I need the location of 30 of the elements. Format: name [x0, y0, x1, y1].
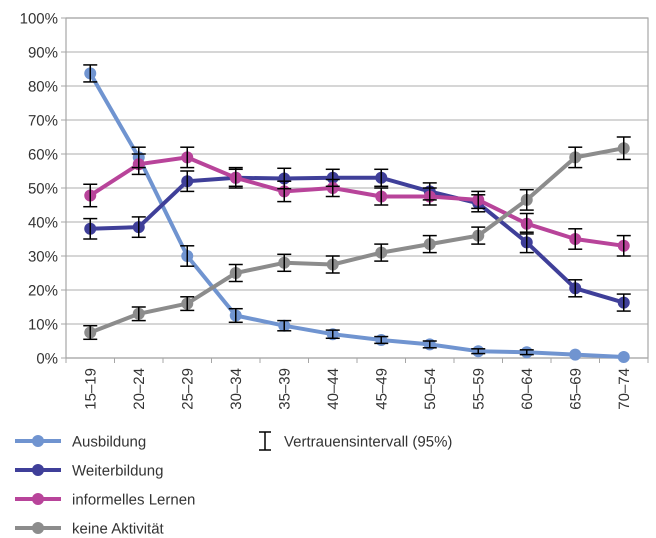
y-tick-label: 30%	[28, 248, 58, 266]
point	[569, 348, 582, 361]
y-tick-label: 80%	[28, 78, 58, 96]
x-tick-label: 65–69	[567, 368, 584, 410]
x-tick-label: 30–34	[228, 368, 245, 410]
x-tick-label: 40–44	[324, 368, 342, 410]
x-tick-label: 70–74	[616, 368, 633, 410]
y-tick-label: 10%	[28, 316, 58, 334]
x-tick-label: 15–19	[82, 368, 100, 410]
legend-label: Weiterbildung	[72, 462, 164, 480]
x-tick-label: 35–39	[276, 368, 294, 410]
x-tick-label: 55–59	[470, 368, 488, 410]
legend-label: informelles Lernen	[72, 491, 196, 508]
y-tick-label: 0%	[36, 350, 58, 368]
y-tick-label: 70%	[28, 112, 58, 130]
x-tick-label: 25–29	[179, 368, 196, 410]
y-tick-label: 90%	[28, 44, 58, 62]
text: Vertrauensintervall (95%)	[284, 433, 452, 450]
legend-label: Ausbildung	[72, 433, 146, 450]
x-tick-label: 45–49	[373, 368, 390, 410]
x-tick-label: 60–64	[518, 368, 536, 410]
point	[618, 350, 630, 363]
y-tick-label: 40%	[28, 214, 58, 232]
y-tick-label: 100%	[20, 10, 58, 28]
x-tick-label: 50–54	[422, 368, 439, 410]
legend-label: keine Aktivität	[72, 520, 165, 538]
y-tick-label: 20%	[28, 282, 58, 300]
y-tick-label: 50%	[28, 180, 58, 198]
x-tick-label: 20–24	[130, 368, 148, 410]
y-tick-label: 60%	[28, 146, 58, 164]
